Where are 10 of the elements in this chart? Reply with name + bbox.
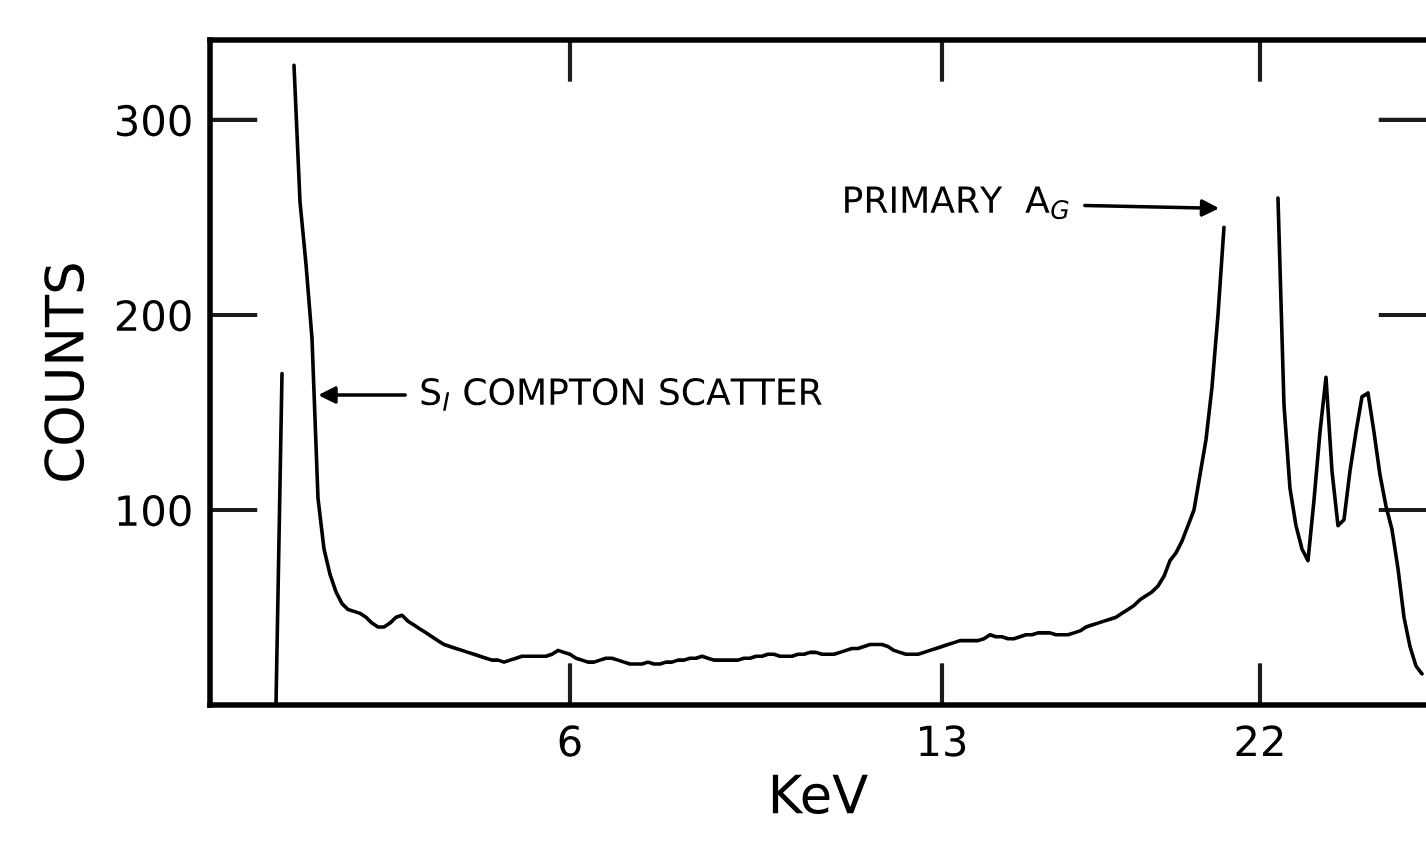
annotation: S$_{I}$ COMPTON SCATTER xyxy=(421,377,822,411)
y-axis-title: COUNTS xyxy=(44,264,85,481)
y-tick-label: 100 xyxy=(118,494,191,527)
annotation: PRIMARY A$_{G}$ xyxy=(845,186,1069,220)
x-axis-title: KeV xyxy=(772,774,868,814)
y-tick-label: 300 xyxy=(116,104,191,137)
x-tick-label: 22 xyxy=(1236,725,1283,757)
x-tick-label: 13 xyxy=(920,725,966,757)
x-tick-label: 6 xyxy=(559,725,581,757)
y-tick-label: 200 xyxy=(116,299,191,332)
